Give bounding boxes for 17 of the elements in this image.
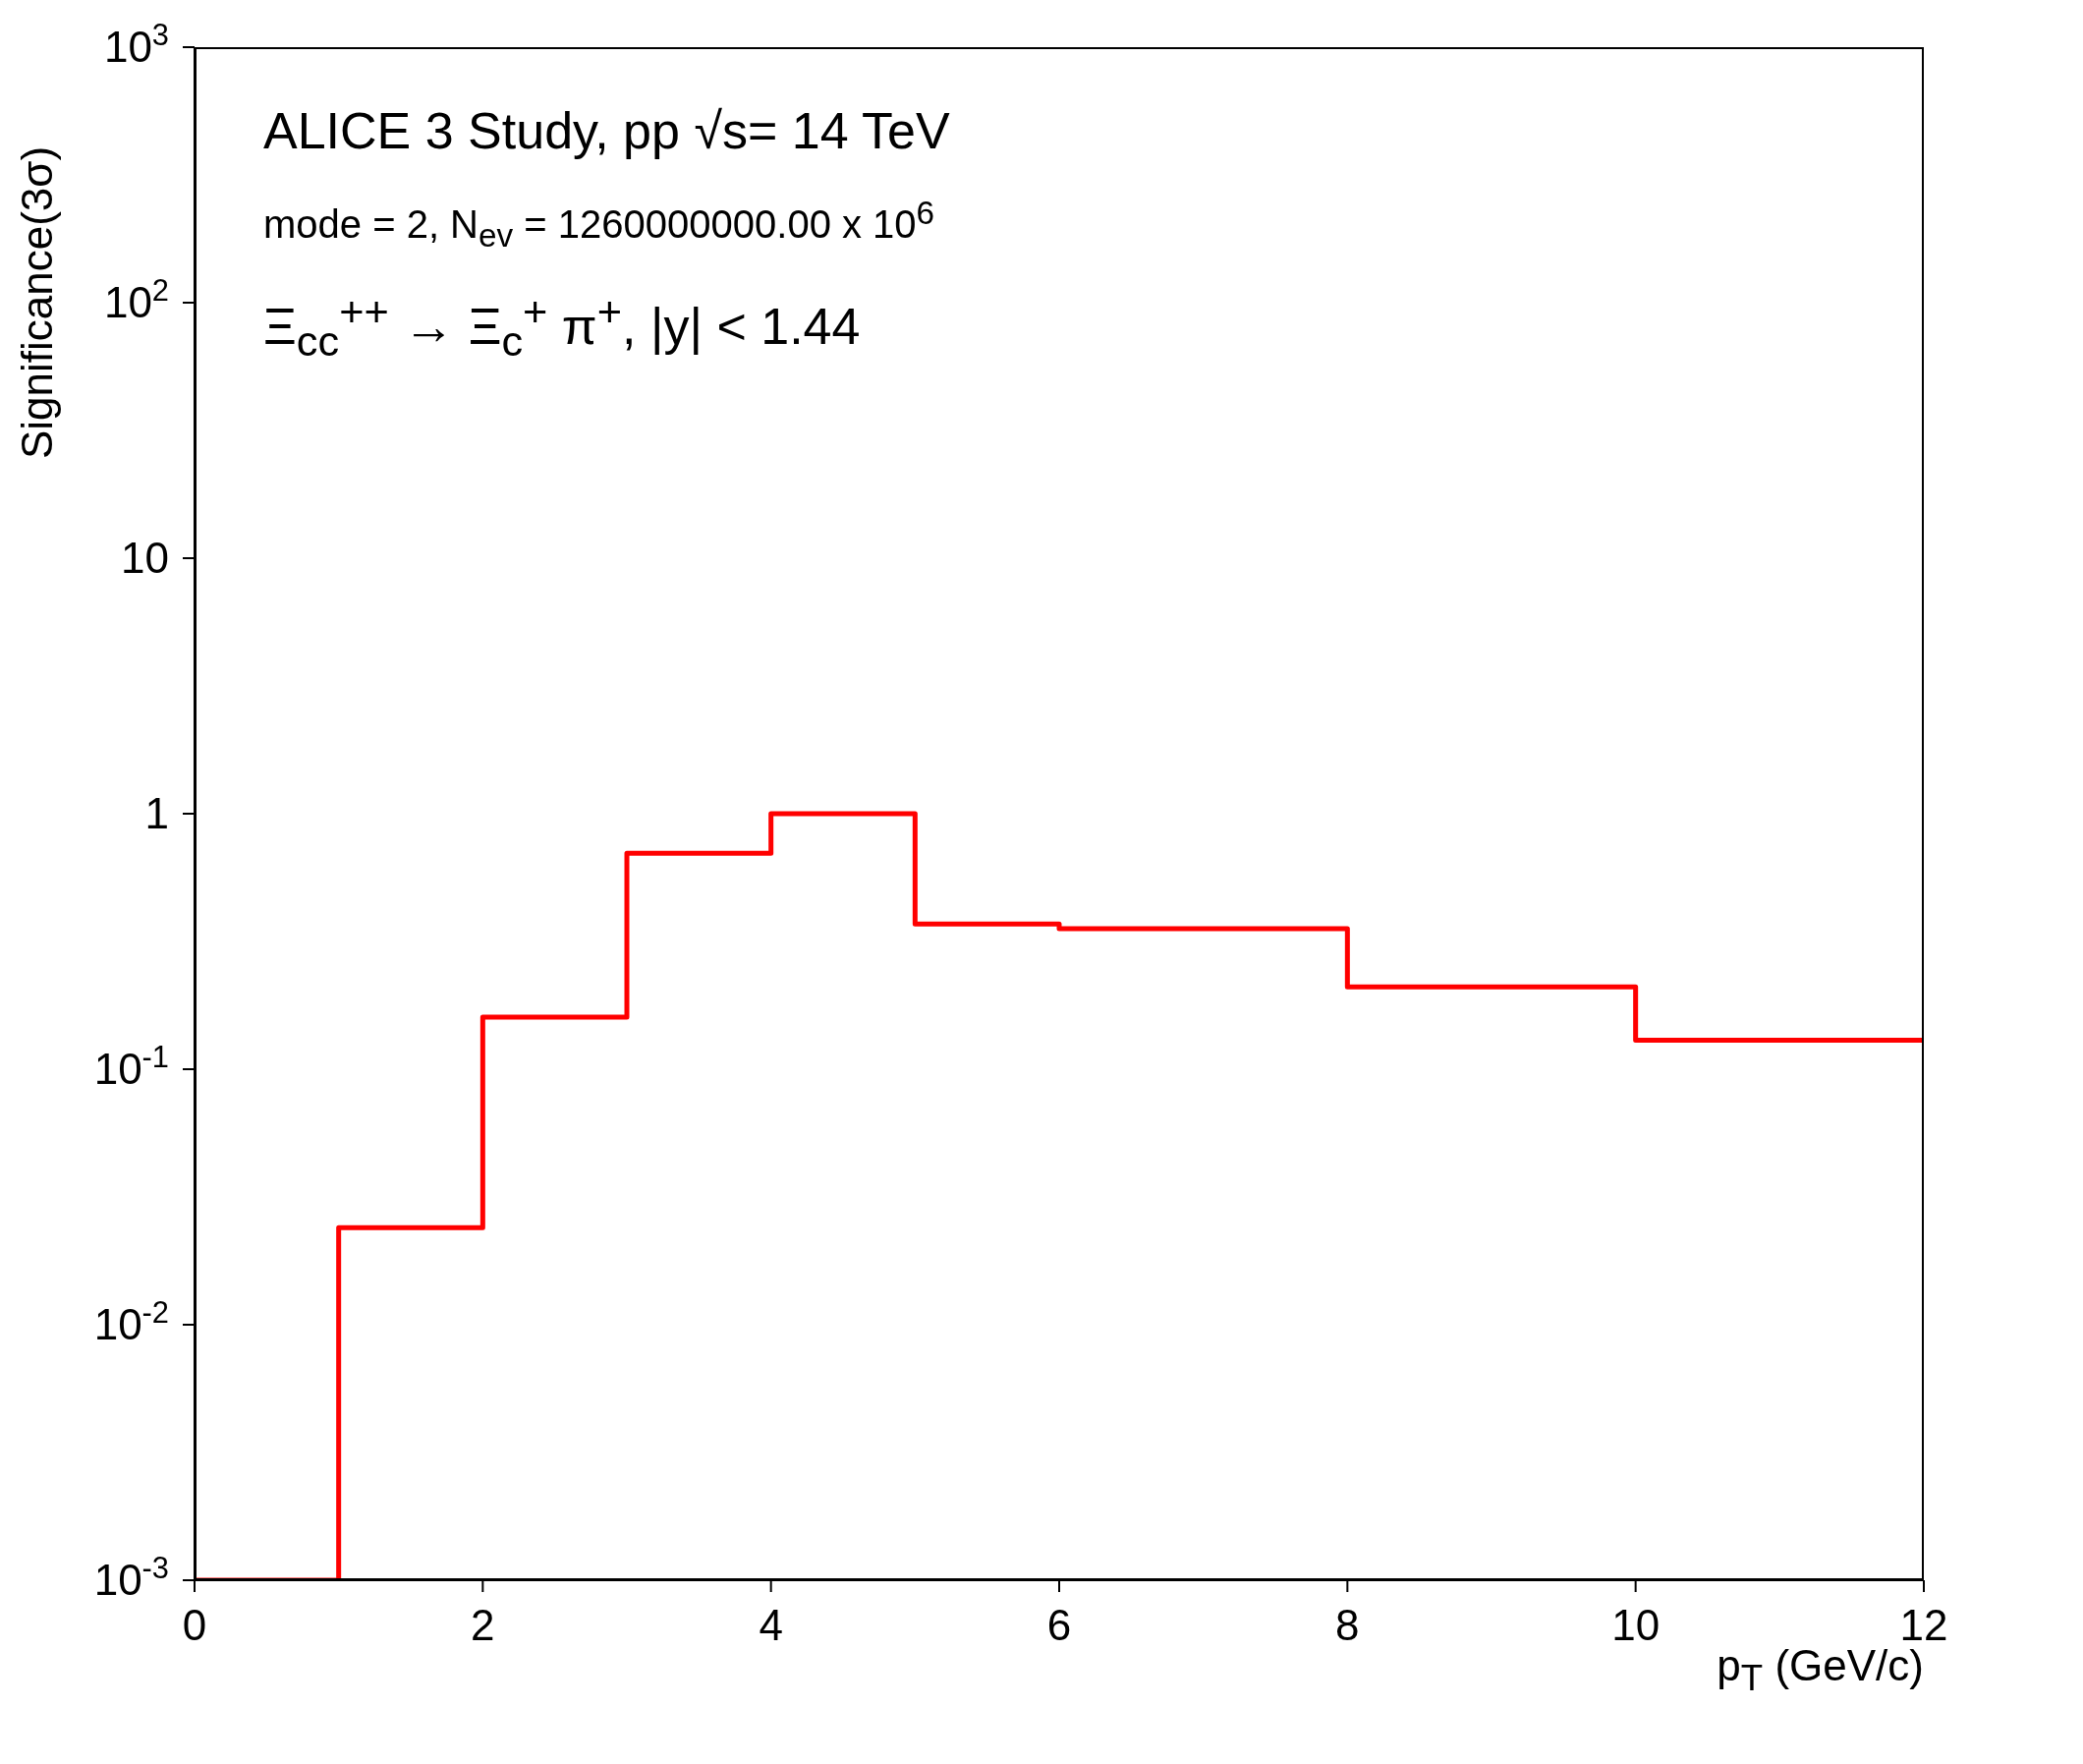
y-tick-label: 10$^{3}$ <box>103 17 169 72</box>
x-tick-label: 8 <box>1335 1601 1360 1650</box>
y-tick-label: 10$^{-3}$ <box>93 1550 169 1605</box>
y-tick-label: 10$^{2}$ <box>103 272 169 327</box>
y-tick-label: 10$^{-1}$ <box>93 1039 169 1094</box>
y-tick-label: 10 <box>121 534 169 583</box>
x-tick-label: 10 <box>1611 1601 1661 1650</box>
y-tick-label: 1 <box>144 789 169 838</box>
text: Ξ$_{cc}$$^{++}$ → Ξ$_{c}$$^{+}$ π$^{+}$, |y| < 1.44 <box>263 288 861 365</box>
x-tick-label: 2 <box>471 1601 495 1650</box>
y-axis-title: Significance(3σ) <box>13 145 62 460</box>
x-tick-label: 4 <box>759 1601 783 1650</box>
x-tick-label: 6 <box>1046 1601 1072 1650</box>
x-tick-label: 0 <box>182 1601 207 1650</box>
y-tick-label: 10$^{-2}$ <box>93 1294 169 1349</box>
annotation: mode = 2, N$_{ev}$ = 1260000000.00 x 10$^{6}$ <box>263 195 935 256</box>
annotation: ALICE 3 Study, pp √s= 14 TeV <box>263 101 950 160</box>
